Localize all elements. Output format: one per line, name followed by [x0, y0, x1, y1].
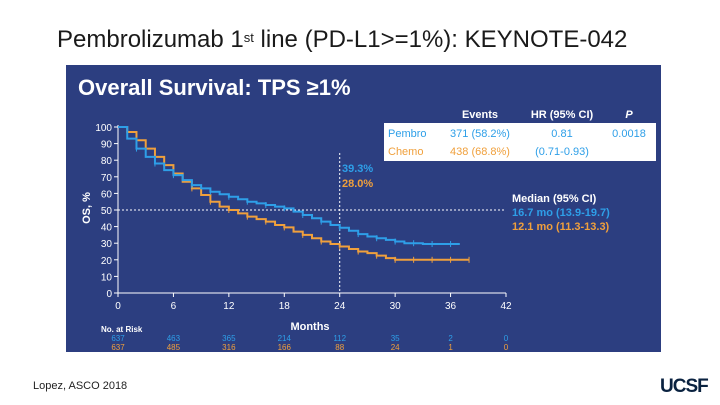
logo-text: UCSF [660, 376, 709, 397]
risk-table-label: No. at Risk [101, 325, 143, 334]
y-tick-label-10: 10 [101, 272, 113, 283]
risk-pembro-36: 2 [448, 334, 453, 343]
table-row-pembro-events: 371 (58.2%) [450, 128, 510, 140]
x-tick-label-6: 6 [171, 301, 177, 312]
y-axis-label: OS, % [81, 192, 93, 224]
table-row-pembro-p: 0.0018 [612, 128, 646, 140]
table-header-hr: HR (95% CI) [531, 109, 594, 121]
risk-pembro-6: 463 [167, 334, 181, 343]
table-body [384, 123, 656, 161]
ucsf-logo: UCSF [660, 376, 709, 400]
y-tick-label-20: 20 [101, 256, 113, 267]
survival-chart: Overall Survival: TPS ≥1% Events HR (95%… [78, 75, 659, 352]
table-row-pembro-name: Pembro [388, 128, 427, 140]
y-tick-label-70: 70 [101, 173, 113, 184]
y-tick-label-30: 30 [101, 239, 113, 250]
table-row-pembro-hr: 0.81 [551, 128, 572, 140]
risk-chemo-6: 485 [167, 343, 181, 352]
series-group [118, 126, 470, 263]
median-chemo: 12.1 mo (11.3-13.3) [512, 221, 610, 233]
x-tick-label-0: 0 [115, 301, 121, 312]
risk-chemo-0: 637 [111, 343, 125, 352]
y-tick-label-100: 100 [95, 123, 112, 134]
table-header-events: Events [462, 109, 498, 121]
annotation-chemo-24: 28.0% [342, 178, 373, 190]
series-line-chemo [118, 126, 470, 261]
risk-pembro-30: 35 [391, 334, 400, 343]
risk-chemo-42: 0 [504, 343, 509, 352]
risk-chemo-12: 316 [222, 343, 236, 352]
chart-title: Overall Survival: TPS ≥1% [78, 75, 351, 100]
risk-pembro-18: 214 [278, 334, 292, 343]
annotation-pembro-24: 39.3% [342, 163, 373, 175]
risk-chemo-30: 24 [391, 343, 400, 352]
risk-chemo-36: 1 [448, 343, 453, 352]
table-row-chemo-hr: (0.71-0.93) [535, 146, 589, 158]
median-pembro: 16.7 mo (13.9-19.7) [512, 207, 610, 219]
x-axis-label: Months [290, 321, 329, 333]
axes: 0 10 20 30 40 50 60 70 80 90 100 0 6 12 18 24 30 36 42 [95, 123, 512, 312]
x-tick-label-18: 18 [279, 301, 291, 312]
y-tick-label-80: 80 [101, 156, 113, 167]
table-row-chemo-name: Chemo [388, 146, 423, 158]
median-title: Median (95% CI) [512, 193, 597, 205]
x-tick-label-12: 12 [223, 301, 235, 312]
x-tick-label-36: 36 [445, 301, 457, 312]
y-tick-label-90: 90 [101, 140, 113, 151]
y-tick-label-40: 40 [101, 223, 113, 234]
y-tick-label-0: 0 [106, 289, 112, 300]
x-tick-label-42: 42 [500, 301, 512, 312]
risk-chemo-24: 88 [335, 343, 344, 352]
risk-chemo-18: 166 [278, 343, 292, 352]
table-row-chemo-events: 438 (68.8%) [450, 146, 510, 158]
risk-pembro-42: 0 [504, 334, 509, 343]
y-tick-label-50: 50 [101, 206, 113, 217]
median-legend: Median (95% CI) 16.7 mo (13.9-19.7) 12.1… [512, 193, 610, 233]
footer-citation: Lopez, ASCO 2018 [33, 380, 128, 392]
slide-title: Pembrolizumab 1st line (PD-L1>=1%): KEYN… [57, 26, 628, 53]
x-tick-label-24: 24 [334, 301, 346, 312]
y-tick-label-60: 60 [101, 189, 113, 200]
hr-table: Events HR (95% CI) P Pembro 371 (58.2%) … [376, 108, 659, 161]
risk-pembro-24: 112 [333, 334, 346, 343]
chart-panel: Overall Survival: TPS ≥1% Events HR (95%… [66, 65, 661, 352]
reference-lines [118, 153, 506, 293]
risk-pembro-12: 365 [222, 334, 236, 343]
risk-pembro-0: 637 [111, 334, 125, 343]
table-header-p: P [625, 109, 633, 121]
x-tick-label-30: 30 [390, 301, 402, 312]
